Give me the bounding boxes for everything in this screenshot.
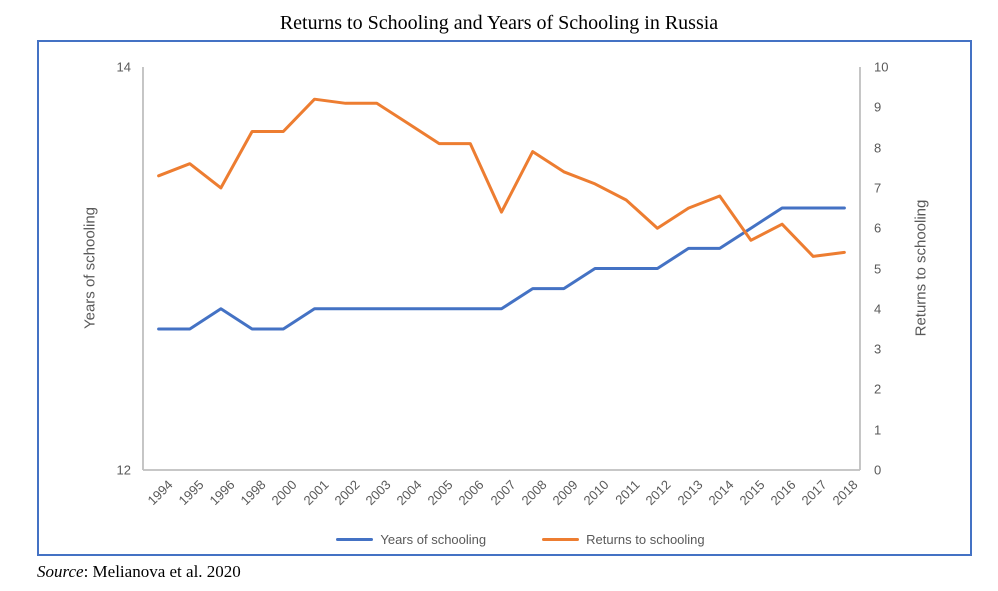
right-axis-tick-label: 3 [874, 341, 882, 357]
legend-label: Years of schooling [380, 531, 487, 547]
right-axis-tick-label: 0 [874, 462, 882, 478]
right-axis-tick-label: 6 [874, 220, 882, 236]
right-axis-tick-label: 7 [874, 180, 882, 196]
source-word: Source [37, 562, 84, 581]
chart-legend: Years of schooling Returns to schooling [55, 529, 986, 549]
right-axis-tick-label: 4 [874, 301, 882, 317]
right-axis-title: Returns to schooling [912, 199, 930, 337]
right-axis-tick-label: 1 [874, 422, 882, 438]
left-axis-title: Years of schooling [81, 206, 99, 330]
right-axis-tick-label: 9 [874, 99, 882, 115]
series-line-returns-to-schooling [157, 97, 846, 258]
right-axis-tick-label: 8 [874, 140, 882, 156]
left-axis-tick-label: 12 [116, 462, 131, 478]
source-text: : Melianova et al. 2020 [83, 562, 241, 581]
chart-title: Returns to Schooling and Years of School… [279, 12, 719, 34]
legend-label: Returns to schooling [586, 531, 705, 547]
legend-item-years-of-schooling: Years of schooling [336, 532, 486, 547]
legend-line-swatch-orange [542, 537, 580, 541]
series-line-years-of-schooling [157, 206, 846, 331]
source-caption: Source: Melianova et al. 2020 [37, 562, 241, 582]
legend-line-swatch-blue [336, 537, 374, 541]
right-axis-tick-label: 5 [874, 261, 882, 276]
right-axis-tick-label: 10 [874, 59, 889, 75]
left-axis-tick-label: 14 [116, 59, 131, 75]
legend-item-returns-to-schooling: Returns to schooling [542, 532, 705, 547]
right-axis-tick-label: 2 [874, 381, 882, 397]
